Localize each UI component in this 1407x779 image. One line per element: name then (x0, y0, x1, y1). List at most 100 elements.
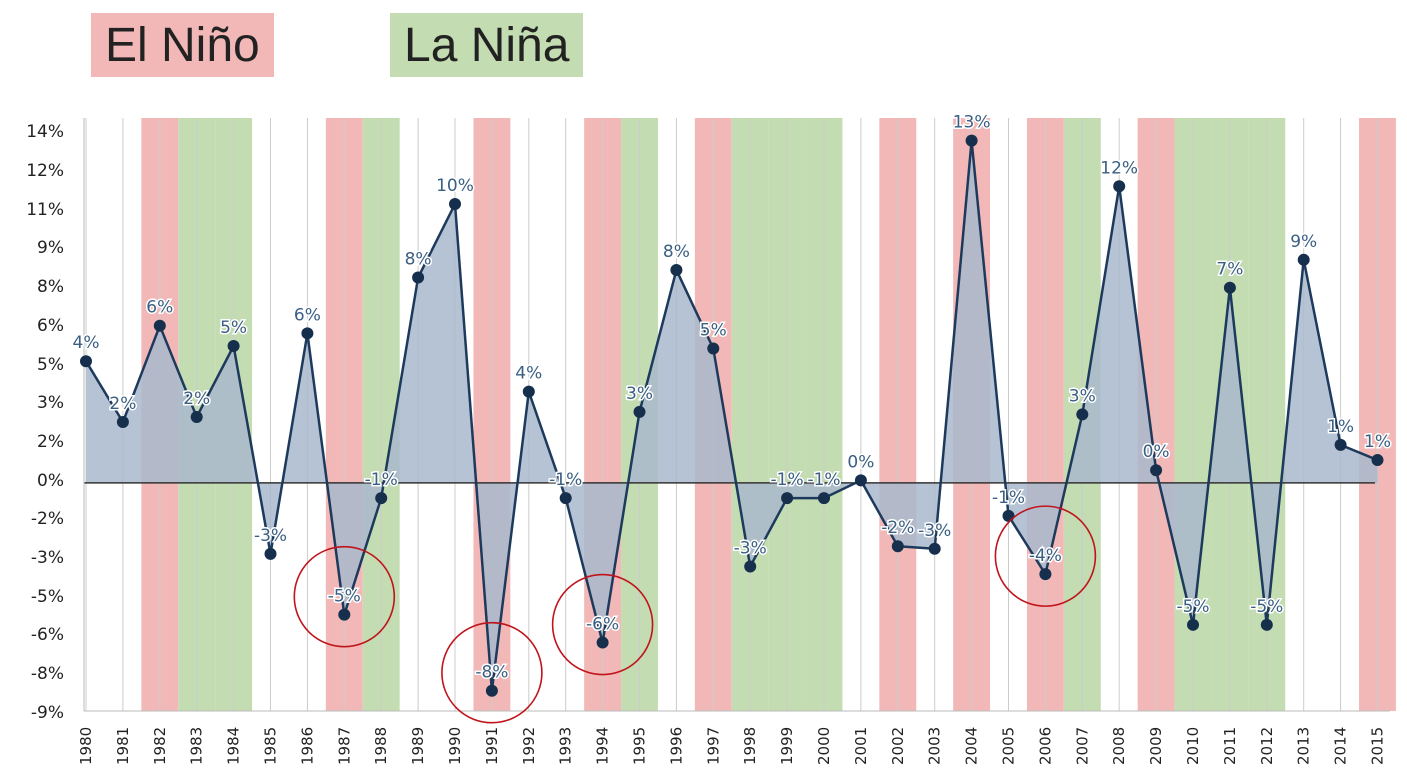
point-1984 (227, 339, 240, 352)
x-tick-2012: 2012 (1258, 727, 1276, 765)
highlight-circles (293, 505, 1097, 724)
legend-la-nina: La Niña (390, 13, 584, 77)
point-2006 (1039, 568, 1052, 581)
data-label-1986: 6% (294, 305, 321, 325)
point-2014 (1334, 438, 1347, 451)
x-tick-2002: 2002 (889, 727, 907, 765)
x-tick-1988: 1988 (372, 727, 390, 765)
point-1983 (190, 410, 203, 423)
y-tick-14: -8% (31, 664, 64, 684)
area-path (86, 140, 1378, 691)
highlight-circle-2006 (994, 505, 1097, 607)
point-1997 (707, 342, 720, 355)
point-2004 (965, 134, 978, 147)
x-tick-1989: 1989 (409, 727, 427, 765)
point-2015 (1371, 454, 1384, 467)
data-label-1983: 2% (183, 389, 210, 409)
point-1990 (449, 198, 461, 211)
point-1989 (412, 271, 425, 284)
x-tick-2006: 2006 (1036, 727, 1054, 765)
point-2013 (1297, 253, 1310, 266)
point-2001 (854, 474, 867, 487)
point-2007 (1076, 408, 1089, 421)
highlight-circle-1991 (441, 621, 543, 724)
point-2005 (1002, 509, 1015, 522)
x-tick-2011: 2011 (1221, 727, 1239, 765)
data-label-2009: 0% (1143, 442, 1170, 462)
x-tick-1981: 1981 (114, 727, 132, 765)
y-tick-12: -5% (31, 587, 64, 607)
y-tick-9: 0% (37, 471, 64, 491)
y-tick-10: -2% (31, 509, 64, 529)
x-tick-1986: 1986 (298, 727, 316, 765)
x-axis-ticks: 1980 1981 1982 1983 1984 1985 1986 1987 1988 1989… (77, 727, 1387, 765)
point-1999 (781, 492, 794, 505)
legend-la-nina-label: La Niña (404, 19, 570, 72)
point-1980 (80, 355, 92, 368)
x-tick-2000: 2000 (815, 727, 833, 765)
y-tick-4: 8% (37, 277, 64, 297)
data-points (80, 134, 1384, 697)
data-label-2002: -2% (881, 518, 914, 538)
x-tick-1999: 1999 (778, 727, 796, 765)
y-tick-7: 3% (37, 393, 64, 413)
data-label-1995: 3% (626, 384, 653, 404)
data-label-1991: -8% (475, 663, 508, 683)
point-1988 (375, 492, 388, 505)
data-label-1987: -5% (328, 587, 361, 607)
x-tick-2015: 2015 (1369, 727, 1387, 765)
x-tick-2004: 2004 (963, 727, 981, 765)
data-label-1985: -3% (254, 526, 287, 546)
data-label-2005: -1% (992, 488, 1025, 508)
x-tick-1995: 1995 (631, 727, 649, 765)
x-tick-1990: 1990 (446, 727, 464, 765)
point-2011 (1223, 281, 1236, 294)
x-tick-2009: 2009 (1147, 727, 1165, 765)
y-tick-6: 5% (37, 355, 64, 375)
y-tick-2: 11% (26, 200, 64, 220)
point-1995 (633, 405, 646, 418)
point-2010 (1187, 618, 1199, 631)
point-2002 (891, 540, 904, 553)
y-tick-5: 6% (37, 316, 64, 336)
x-tick-2013: 2013 (1295, 727, 1313, 765)
point-1991 (485, 684, 498, 697)
y-tick-3: 9% (37, 238, 64, 258)
x-tick-2005: 2005 (1000, 727, 1018, 765)
x-tick-1997: 1997 (704, 727, 722, 765)
data-label-2012: -5% (1250, 597, 1283, 617)
highlight-circle-1994 (551, 573, 654, 676)
x-tick-1992: 1992 (520, 727, 538, 765)
x-tick-1980: 1980 (77, 727, 95, 765)
y-axis-ticks: 14% 12% 11% 9% 8% 6% 5% 3% 2% 0% -2% -3% -5% -6% -8% -9… (26, 122, 64, 723)
data-label-1984: 5% (220, 318, 247, 338)
point-1986 (301, 327, 314, 340)
x-tick-2008: 2008 (1110, 727, 1128, 765)
x-tick-1983: 1983 (188, 727, 206, 765)
data-label-2010: -5% (1176, 597, 1209, 617)
x-tick-1984: 1984 (225, 727, 243, 765)
x-tick-1996: 1996 (667, 727, 685, 765)
x-tick-1991: 1991 (483, 727, 501, 765)
data-label-1999: -1% (771, 470, 804, 490)
legend-el-nino-label: El Niño (105, 19, 260, 72)
point-1987 (338, 608, 351, 621)
point-2008 (1113, 180, 1126, 193)
point-2000 (818, 492, 830, 505)
y-tick-11: -3% (31, 548, 64, 568)
x-tick-1985: 1985 (262, 727, 280, 765)
data-label-1997: 5% (700, 321, 727, 341)
data-label-2015: 1% (1364, 432, 1391, 452)
x-tick-2014: 2014 (1332, 727, 1350, 765)
point-2009 (1150, 464, 1163, 477)
y-tick-13: -6% (31, 625, 64, 645)
data-label-2014: 1% (1327, 417, 1354, 437)
y-tick-1: 12% (26, 161, 64, 181)
data-label-1994: -6% (586, 615, 619, 635)
y-tick-15: -9% (31, 703, 64, 723)
data-label-1982: 6% (146, 298, 173, 318)
legend-el-nino: El Niño (91, 13, 274, 77)
series-line (84, 139, 1378, 692)
point-1992 (522, 385, 535, 398)
